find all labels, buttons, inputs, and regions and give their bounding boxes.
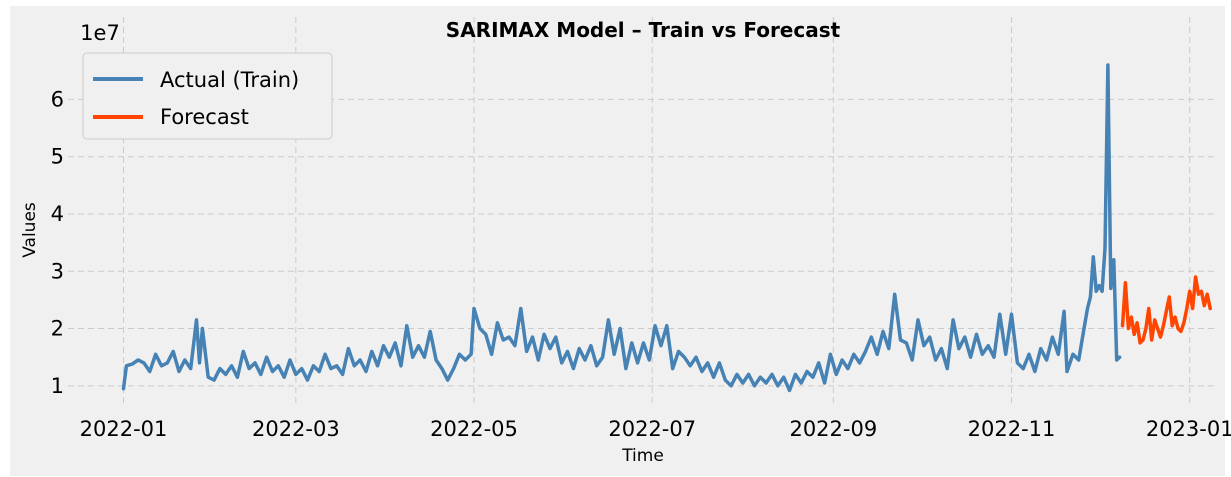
- legend-label-forecast: Forecast: [160, 105, 249, 129]
- x-tick-label: 2022-05: [430, 417, 518, 441]
- y-offset-label: 1e7: [80, 21, 120, 45]
- legend-box: [82, 52, 333, 140]
- y-tick-labels: 1 2 3 4 5 6: [51, 87, 64, 397]
- x-axis-label: Time: [621, 446, 664, 466]
- chart-title: SARIMAX Model – Train vs Forecast: [446, 18, 841, 42]
- y-tick-label: 1: [51, 374, 64, 398]
- y-tick-label: 5: [51, 145, 64, 169]
- x-tick-labels: 2022-01 2022-03 2022-05 2022-07 2022-09 2022-…: [80, 417, 1231, 441]
- y-axis-label: Values: [20, 202, 40, 258]
- y-tick-label: 2: [51, 317, 64, 341]
- legend: Actual (Train) Forecast: [82, 52, 333, 140]
- x-tick-label: 2022-07: [608, 417, 696, 441]
- x-tick-label: 2023-01: [1146, 417, 1231, 441]
- x-tick-label: 2022-03: [252, 417, 340, 441]
- x-tick-label: 2022-11: [968, 417, 1056, 441]
- series-line-actual-train: [121, 63, 1122, 393]
- y-tick-label: 3: [51, 259, 64, 283]
- x-tick-label: 2022-01: [80, 417, 168, 441]
- legend-label-actual: Actual (Train): [160, 68, 299, 92]
- series-layer: [121, 63, 1212, 393]
- series-line-forecast: [1120, 275, 1212, 345]
- y-tick-label: 6: [51, 87, 64, 111]
- x-tick-label: 2022-09: [789, 417, 877, 441]
- y-tick-label: 4: [51, 202, 64, 226]
